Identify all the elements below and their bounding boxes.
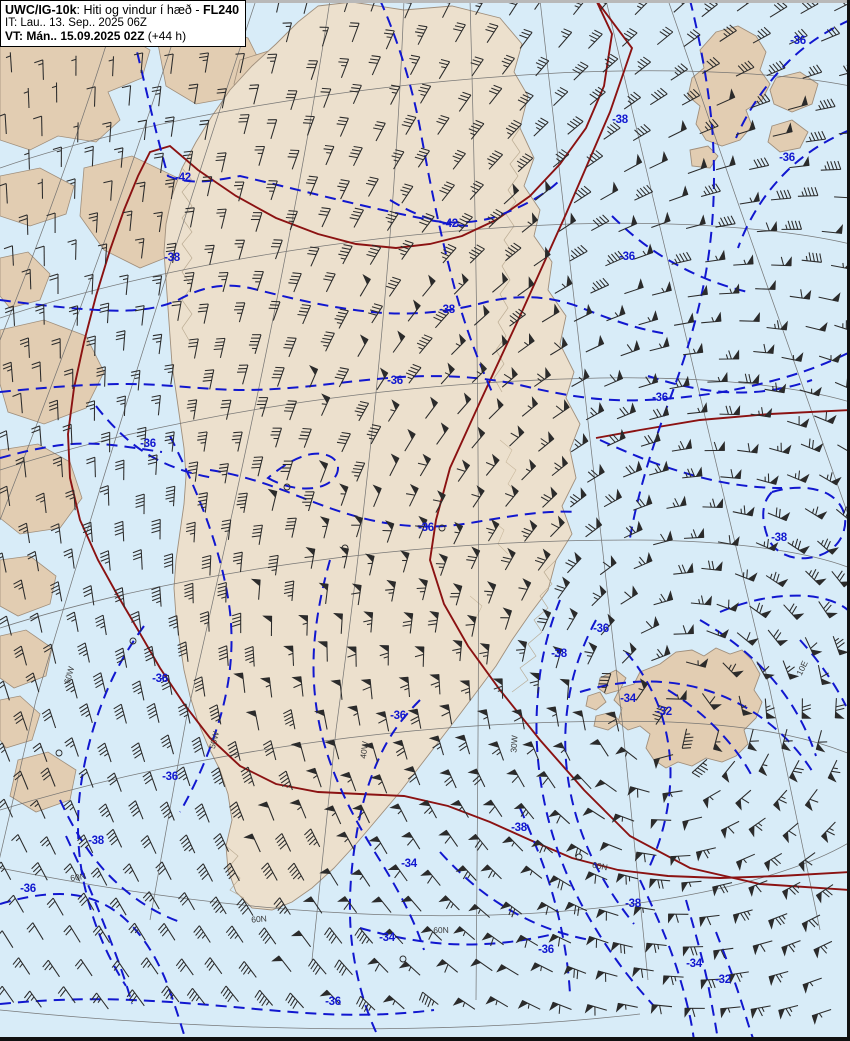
frame-right-edge [847,0,850,1041]
isotherm-label: -36 [162,771,178,783]
isotherm-label: -36 [140,438,156,450]
graticule-label: 60N [250,913,268,925]
isotherm-label: -36 [20,883,36,895]
isotherm-label: -38 [88,835,104,847]
region-canadian-arctic [0,25,301,813]
graticule-label: 40W [357,740,371,760]
valid-time-line: VT: Mán.. 15.09.2025 02Z (+44 h) [5,28,239,43]
isotherm-label: -42 [175,172,191,184]
graticule-label: 30W [508,734,520,754]
isotherm-label: -36 [418,522,434,534]
chart-info-box: UWC/IG-10k: Hiti og vindur í hæð - FL240… [0,0,247,48]
isotherm-label: -34 [620,693,636,705]
isotherm-label: -32 [656,706,672,718]
valid-time: VT: Mán.. 15.09.2025 02Z [5,28,145,43]
isotherm-label: -36 [387,375,403,387]
isotherm-label: -38 [625,898,641,910]
isotherm-label: -34 [379,932,395,944]
product-code: UWC/IG-10k [5,3,77,17]
greenland-coast-detail [181,127,557,899]
isotherm-label: -38 [439,304,455,316]
isotherm-label: -36 [619,251,635,263]
isotherm-label: -36 [593,623,609,635]
isotherm-label: -38 [511,822,527,834]
frame-bottom-edge [0,1037,850,1041]
isotherm-label: -42 [442,218,458,230]
valid-offset: (+44 h) [144,28,187,43]
isotherm-label: -32 [715,974,731,986]
frame-top-edge [0,0,850,3]
isotherm-label: -36 [325,996,341,1008]
issue-time-line: IT: Lau.. 13. Sep.. 2025 06Z [5,17,147,29]
isotherm-label: -36 [790,35,806,47]
isotherm-label: -36 [152,673,168,685]
graticule-label: 60N [433,924,449,936]
isotherm-label: -38 [164,252,180,264]
isotherm-label: -38 [612,114,628,126]
isotherm-label: -34 [401,858,417,870]
landmass-layer [0,1,819,911]
calm-station-layer [55,483,583,963]
product-description: : Hiti og vindur í hæð - [76,3,203,17]
product-title-line: UWC/IG-10k: Hiti og vindur í hæð - FL240 [5,3,239,17]
isotherm-label: -34 [686,958,702,970]
isotherm-label: -36 [390,710,406,722]
isotherm-label: -36 [652,392,668,404]
isotherm-label: -36 [538,944,554,956]
fir-boundary-layer [67,0,847,891]
flight-level: FL240 [203,3,240,17]
isotherm-label: -36 [779,152,795,164]
isotherm-label: -38 [771,532,787,544]
isotherm-label: -38 [551,648,567,660]
